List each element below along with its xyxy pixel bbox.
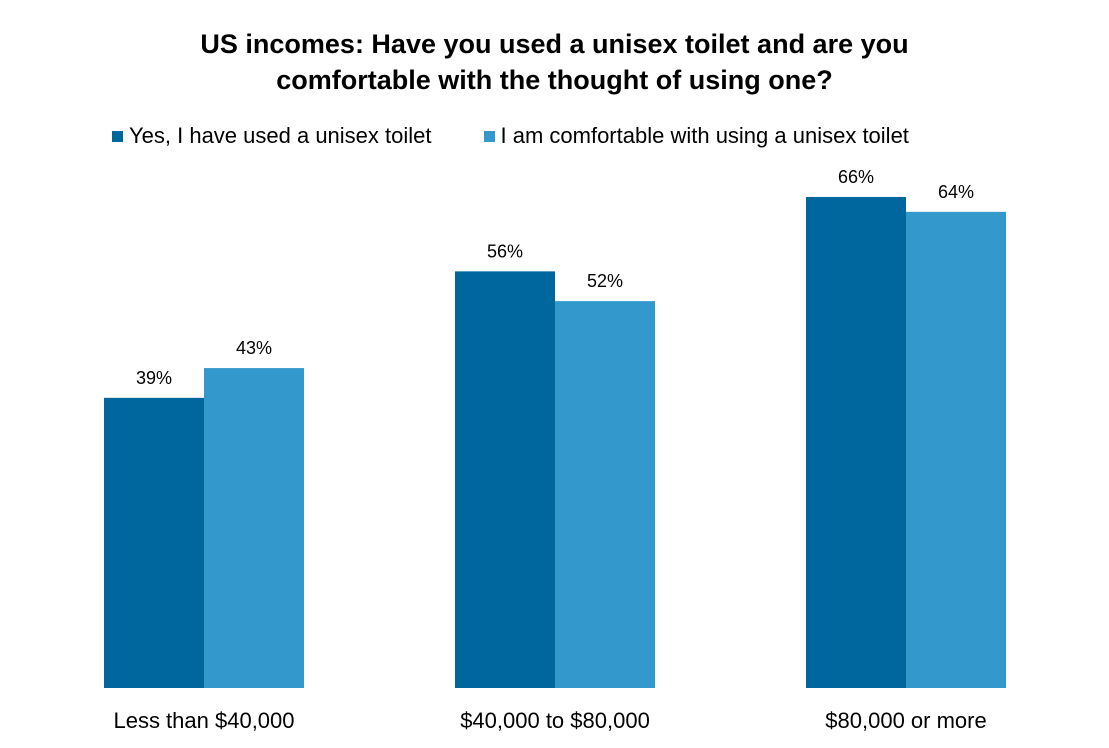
legend-label-used: Yes, I have used a unisex toilet	[129, 123, 432, 148]
category-label-1: Less than $40,000	[113, 708, 294, 733]
data-label-comfortable-3: 64%	[938, 182, 974, 202]
legend-swatch-used	[112, 130, 123, 142]
chart-title-line-1: US incomes: Have you used a unisex toile…	[200, 29, 909, 59]
bar-used-3	[806, 196, 906, 688]
legend-item-used: Yes, I have used a unisex toilet	[112, 123, 432, 149]
bar-used-2	[455, 271, 555, 688]
bar-comfortable-3	[906, 211, 1006, 688]
bar-comfortable-2	[555, 301, 655, 688]
data-label-comfortable-2: 52%	[587, 271, 623, 291]
bar-comfortable-1	[204, 368, 304, 688]
data-label-used-1: 39%	[136, 368, 172, 388]
category-label-3: $80,000 or more	[825, 708, 986, 733]
legend-label-comfortable: I am comfortable with using a unisex toi…	[500, 123, 909, 148]
chart-title-line-2: comfortable with the thought of using on…	[276, 65, 833, 95]
data-label-comfortable-1: 43%	[236, 338, 272, 358]
chart-legend: Yes, I have used a unisex toilet I am co…	[112, 121, 909, 151]
chart-title: US incomes: Have you used a unisex toile…	[0, 26, 1109, 98]
bar-used-1	[104, 397, 204, 688]
category-label-2: $40,000 to $80,000	[460, 708, 650, 733]
legend-item-comfortable: I am comfortable with using a unisex toi…	[483, 123, 909, 149]
data-label-used-3: 66%	[838, 167, 874, 187]
legend-swatch-comfortable	[483, 130, 495, 142]
data-label-used-2: 56%	[487, 241, 523, 261]
